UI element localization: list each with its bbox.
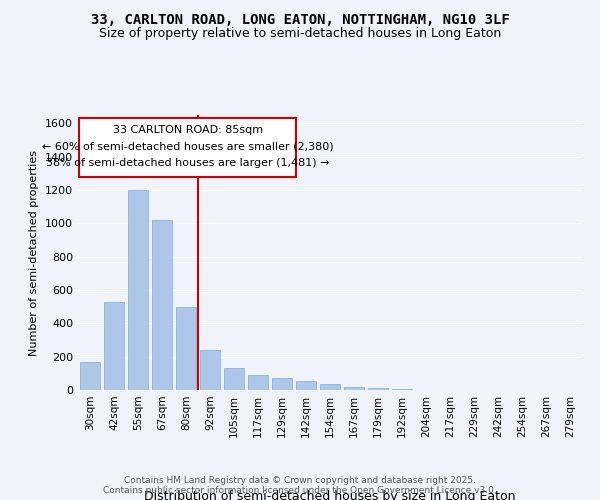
Text: 33 CARLTON ROAD: 85sqm: 33 CARLTON ROAD: 85sqm: [113, 125, 263, 135]
Text: Contains HM Land Registry data © Crown copyright and database right 2025.
Contai: Contains HM Land Registry data © Crown c…: [103, 476, 497, 495]
Bar: [248, 375, 268, 390]
Bar: [200, 350, 220, 390]
Bar: [296, 381, 316, 390]
Text: 33, CARLTON ROAD, LONG EATON, NOTTINGHAM, NG10 3LF: 33, CARLTON ROAD, LONG EATON, NOTTINGHAM…: [91, 12, 509, 26]
Bar: [152, 220, 172, 390]
Text: ← 60% of semi-detached houses are smaller (2,380): ← 60% of semi-detached houses are smalle…: [42, 142, 334, 152]
Bar: [272, 378, 292, 390]
Bar: [368, 388, 388, 390]
Bar: [320, 384, 340, 390]
Bar: [176, 306, 196, 390]
Bar: [104, 302, 124, 390]
Bar: [80, 362, 100, 390]
Text: 38% of semi-detached houses are larger (1,481) →: 38% of semi-detached houses are larger (…: [46, 158, 329, 168]
Bar: [224, 368, 244, 390]
FancyBboxPatch shape: [79, 118, 296, 176]
Y-axis label: Number of semi-detached properties: Number of semi-detached properties: [29, 150, 40, 356]
Text: Size of property relative to semi-detached houses in Long Eaton: Size of property relative to semi-detach…: [99, 28, 501, 40]
Bar: [392, 389, 412, 390]
Bar: [344, 386, 364, 390]
X-axis label: Distribution of semi-detached houses by size in Long Eaton: Distribution of semi-detached houses by …: [144, 490, 516, 500]
Bar: [128, 190, 148, 390]
